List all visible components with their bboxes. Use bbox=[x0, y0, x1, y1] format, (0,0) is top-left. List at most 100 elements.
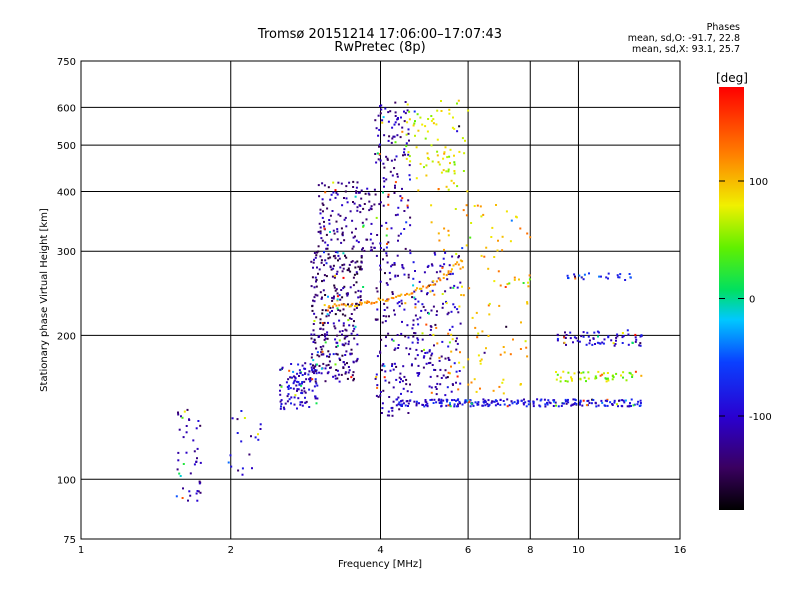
data-point bbox=[596, 330, 599, 333]
data-point bbox=[379, 351, 382, 354]
data-point bbox=[432, 280, 435, 283]
data-point bbox=[455, 337, 458, 340]
data-point bbox=[344, 336, 347, 339]
data-point bbox=[370, 302, 373, 305]
data-point bbox=[544, 405, 547, 408]
data-point bbox=[413, 332, 416, 334]
data-point bbox=[563, 402, 565, 405]
data-point bbox=[574, 399, 577, 402]
data-point bbox=[448, 359, 451, 361]
data-point bbox=[296, 407, 298, 410]
data-point bbox=[322, 362, 325, 365]
data-point bbox=[554, 401, 557, 404]
data-point bbox=[401, 266, 404, 269]
data-point bbox=[504, 286, 507, 288]
data-point bbox=[315, 402, 318, 405]
data-point bbox=[442, 169, 445, 172]
data-point bbox=[326, 309, 329, 312]
data-point bbox=[344, 371, 347, 374]
data-point bbox=[445, 300, 447, 303]
data-point bbox=[439, 368, 442, 371]
data-point bbox=[316, 251, 318, 254]
data-point bbox=[501, 381, 504, 384]
data-point bbox=[420, 287, 423, 290]
data-point bbox=[344, 216, 347, 219]
data-point bbox=[320, 353, 323, 356]
data-point bbox=[304, 367, 307, 370]
data-point bbox=[387, 332, 390, 335]
data-point bbox=[361, 221, 364, 224]
data-point bbox=[380, 369, 383, 372]
data-point bbox=[440, 377, 443, 379]
data-point bbox=[404, 404, 407, 407]
data-point bbox=[297, 381, 300, 384]
data-point bbox=[350, 348, 353, 351]
data-point bbox=[412, 335, 415, 338]
data-point bbox=[349, 286, 352, 289]
data-point bbox=[187, 499, 189, 502]
data-point bbox=[376, 234, 379, 236]
data-point bbox=[230, 465, 233, 468]
data-point bbox=[532, 402, 535, 405]
data-point bbox=[362, 207, 365, 210]
data-point bbox=[391, 263, 394, 266]
data-point bbox=[407, 132, 410, 135]
data-point bbox=[606, 404, 609, 407]
data-point bbox=[314, 395, 317, 398]
data-point bbox=[527, 400, 530, 403]
data-point bbox=[601, 401, 604, 404]
data-point bbox=[379, 391, 382, 393]
data-point bbox=[401, 126, 404, 129]
data-point bbox=[429, 399, 432, 401]
data-point bbox=[456, 375, 459, 378]
data-point bbox=[292, 370, 295, 373]
data-point bbox=[494, 399, 497, 402]
data-point bbox=[344, 190, 347, 193]
data-point bbox=[461, 247, 464, 250]
data-point bbox=[596, 341, 599, 344]
data-point bbox=[606, 400, 608, 403]
data-point bbox=[327, 350, 330, 353]
data-point bbox=[442, 399, 445, 402]
data-point bbox=[192, 439, 195, 442]
data-point bbox=[509, 353, 512, 356]
data-point bbox=[386, 157, 389, 160]
data-point bbox=[417, 338, 420, 341]
data-point bbox=[342, 367, 345, 369]
data-point bbox=[280, 399, 283, 402]
y-tick-label: 600 bbox=[57, 103, 76, 114]
data-point bbox=[395, 295, 398, 298]
data-point bbox=[396, 213, 399, 216]
data-point bbox=[415, 402, 418, 405]
data-point bbox=[391, 293, 394, 295]
data-point bbox=[289, 376, 292, 379]
data-point bbox=[397, 294, 400, 297]
data-point bbox=[343, 239, 346, 242]
data-point bbox=[348, 369, 351, 372]
data-point bbox=[603, 404, 606, 407]
data-point bbox=[614, 343, 617, 345]
data-point bbox=[421, 332, 424, 335]
data-point bbox=[406, 103, 409, 106]
data-point bbox=[582, 331, 585, 334]
data-point bbox=[301, 381, 304, 383]
data-point bbox=[322, 345, 325, 348]
data-point bbox=[319, 232, 322, 235]
data-point bbox=[341, 233, 344, 236]
data-point bbox=[331, 296, 334, 299]
data-point bbox=[394, 121, 397, 124]
data-point bbox=[393, 123, 396, 126]
data-point bbox=[453, 284, 456, 287]
data-point bbox=[357, 289, 360, 292]
data-point bbox=[385, 254, 388, 257]
data-point bbox=[615, 372, 618, 375]
data-point bbox=[592, 399, 595, 401]
data-point bbox=[401, 187, 403, 190]
data-point bbox=[524, 401, 527, 404]
data-point bbox=[435, 388, 438, 390]
data-point bbox=[350, 313, 353, 315]
data-point bbox=[399, 381, 401, 384]
data-point bbox=[429, 284, 432, 286]
data-point bbox=[421, 123, 424, 126]
data-point bbox=[617, 405, 619, 408]
